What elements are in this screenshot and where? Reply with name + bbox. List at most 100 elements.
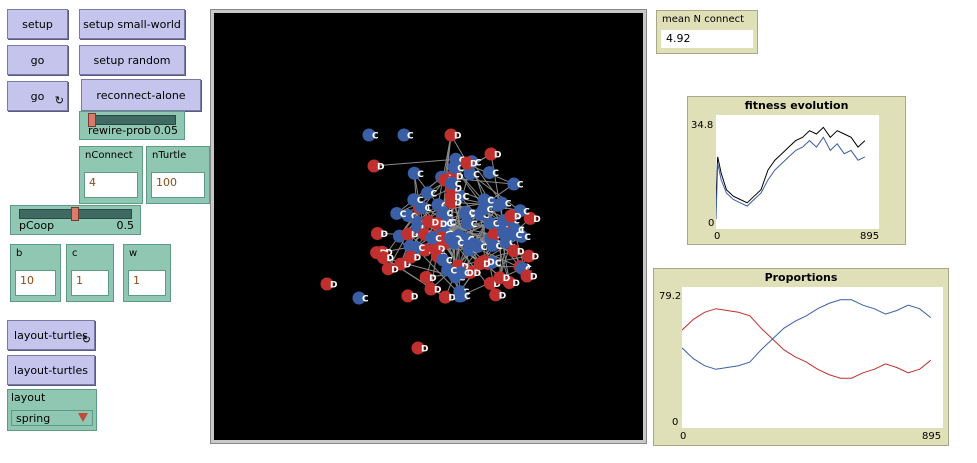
nturtle-field[interactable]: 100 bbox=[151, 172, 205, 198]
layout-turtles-forever-label: layout-turtles bbox=[14, 328, 88, 342]
cooperator-node: C bbox=[506, 227, 523, 241]
fitness-evolution-plot: fitness evolution 34.8 0 0 895 bbox=[687, 96, 906, 245]
w-field[interactable]: 1 bbox=[128, 270, 166, 296]
c-input[interactable]: c 1 bbox=[66, 244, 114, 302]
defector-node: D bbox=[411, 341, 428, 355]
pcoop-slider[interactable]: pCoop 0.5 bbox=[10, 205, 141, 235]
defector-node: D bbox=[473, 257, 491, 271]
cooperator-node: C bbox=[437, 206, 454, 220]
node-label: C bbox=[517, 181, 524, 191]
node-label: D bbox=[474, 269, 481, 279]
node-label: D bbox=[411, 231, 418, 241]
node-label: D bbox=[380, 230, 387, 240]
nconnect-field[interactable]: 4 bbox=[84, 172, 138, 198]
proportions-ymax: 79.2 bbox=[659, 291, 682, 302]
slider-thumb[interactable] bbox=[88, 113, 96, 127]
go-button[interactable]: go bbox=[7, 45, 68, 75]
node-label: C bbox=[516, 231, 523, 241]
cooperator-node: C bbox=[454, 266, 471, 280]
reconnect-alone-button[interactable]: reconnect-alone bbox=[81, 79, 201, 111]
rewire-prob-value: 0.05 bbox=[153, 124, 179, 137]
network-link bbox=[444, 214, 481, 298]
w-input[interactable]: w 1 bbox=[123, 244, 171, 302]
layout-selected-value: spring bbox=[16, 412, 51, 425]
nconnect-input[interactable]: nConnect 4 bbox=[79, 146, 143, 204]
setup-small-world-button[interactable]: setup small-world bbox=[79, 9, 185, 39]
b-field[interactable]: 10 bbox=[15, 270, 56, 296]
b-label: b bbox=[16, 248, 23, 259]
cooperator-node: C bbox=[441, 263, 458, 277]
fitness-ymin: 0 bbox=[708, 218, 715, 229]
defector-node: D bbox=[438, 290, 456, 304]
node-label: D bbox=[512, 279, 519, 289]
node-label: C bbox=[469, 209, 476, 219]
cooperator-node: C bbox=[447, 236, 464, 250]
defector-node: D bbox=[489, 288, 506, 302]
defector-node: D bbox=[523, 211, 541, 225]
go-forever-button[interactable]: go ↻ bbox=[7, 81, 68, 111]
node-label: C bbox=[441, 201, 448, 211]
node-label: D bbox=[470, 160, 477, 170]
layout-chooser[interactable]: layout spring bbox=[7, 389, 97, 431]
node-label: C bbox=[464, 292, 471, 302]
forever-icon: ↻ bbox=[54, 94, 64, 107]
node-label: C bbox=[513, 216, 520, 226]
node-label: C bbox=[451, 267, 458, 277]
layout-chooser-label: layout bbox=[11, 391, 46, 404]
node-label: C bbox=[523, 207, 530, 217]
cooperator-node: C bbox=[463, 167, 480, 181]
node-label: C bbox=[407, 132, 414, 142]
node-label: D bbox=[391, 265, 398, 275]
node-label: D bbox=[454, 132, 461, 142]
layout-turtles-button[interactable]: layout-turtles bbox=[7, 355, 95, 385]
nturtle-input[interactable]: nTurtle 100 bbox=[146, 146, 210, 204]
node-label: C bbox=[487, 196, 494, 206]
cooperator-node: C bbox=[477, 202, 494, 216]
cooperator-node: C bbox=[482, 166, 499, 180]
node-label: C bbox=[419, 244, 426, 254]
c-field[interactable]: 1 bbox=[71, 270, 109, 296]
w-label: w bbox=[129, 248, 138, 259]
b-input[interactable]: b 10 bbox=[10, 244, 61, 302]
node-label: D bbox=[385, 249, 392, 259]
node-label: C bbox=[493, 220, 500, 230]
node-label: C bbox=[457, 164, 464, 174]
rewire-prob-slider[interactable]: rewire-prob 0.05 bbox=[79, 111, 185, 140]
world-view[interactable]: CCDDCCCDDDCCCCCCDCCDCDCCDDDCDDDDDDCDCCCC… bbox=[210, 9, 647, 444]
cooperator-node: C bbox=[459, 206, 476, 220]
fitness-xmax: 895 bbox=[860, 231, 880, 242]
layout-select[interactable]: spring bbox=[11, 410, 93, 426]
setup-random-button[interactable]: setup random bbox=[79, 45, 185, 75]
setup-random-label: setup random bbox=[93, 53, 171, 67]
nconnect-label: nConnect bbox=[85, 150, 133, 161]
node-label: D bbox=[434, 286, 441, 296]
defector-node: D bbox=[370, 227, 388, 241]
cooperator-node: C bbox=[362, 128, 379, 142]
setup-button[interactable]: setup bbox=[7, 9, 68, 39]
series-line-1 bbox=[681, 299, 932, 370]
node-label: D bbox=[503, 274, 510, 284]
cooperator-node: C bbox=[445, 176, 462, 190]
node-label: C bbox=[483, 211, 490, 221]
node-label: D bbox=[386, 254, 393, 264]
cooperator-node: C bbox=[425, 231, 442, 245]
proportions-chart bbox=[681, 299, 932, 379]
cooperator-node: C bbox=[436, 253, 453, 267]
network-link bbox=[373, 158, 456, 167]
network-link bbox=[427, 153, 492, 194]
slider-thumb[interactable] bbox=[71, 207, 79, 221]
defector-node: D bbox=[401, 227, 418, 241]
node-label: D bbox=[429, 274, 436, 284]
proportions-plot-title: Proportions bbox=[764, 271, 838, 284]
layout-turtles-label: layout-turtles bbox=[14, 363, 88, 377]
defector-node: D bbox=[504, 209, 521, 223]
world-canvas[interactable]: CCDDCCCDDDCCCCCCDCCDCDCCDDDCDDDDDDCDCCCC… bbox=[214, 13, 643, 440]
defector-node: D bbox=[320, 277, 337, 291]
node-label: C bbox=[446, 220, 453, 230]
defector-node: D bbox=[493, 271, 510, 285]
node-label: D bbox=[404, 261, 411, 271]
layout-turtles-forever-button[interactable]: layout-turtles ↻ bbox=[7, 320, 95, 350]
node-label: D bbox=[461, 262, 468, 272]
dropdown-arrow-icon[interactable] bbox=[78, 413, 88, 422]
proportions-ymin: 0 bbox=[672, 417, 679, 428]
